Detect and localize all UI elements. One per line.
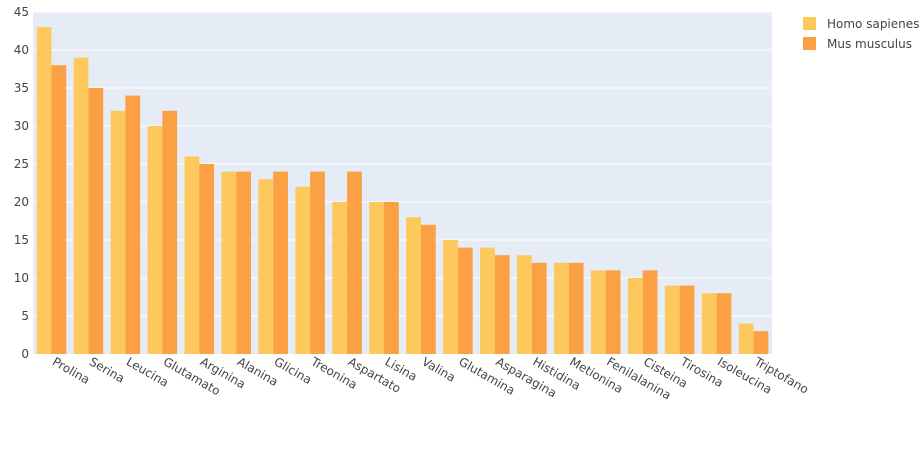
y-tick-label: 20 xyxy=(14,195,29,209)
y-tick-label: 0 xyxy=(21,347,29,361)
bar-triptofano-series-2[interactable] xyxy=(753,331,769,354)
bar-treonina-series-1[interactable] xyxy=(295,186,311,354)
legend[interactable]: Homo sapienes Mus musculus xyxy=(803,17,919,51)
bar-serina-series-1[interactable] xyxy=(73,57,89,354)
bar-leucina-series-2[interactable] xyxy=(125,95,141,354)
bar-asparagina-series-2[interactable] xyxy=(494,255,510,354)
legend-label: Homo sapienes xyxy=(827,17,919,31)
y-tick-label: 45 xyxy=(14,5,29,19)
y-tick-label: 35 xyxy=(14,81,29,95)
bar-serina-series-2[interactable] xyxy=(88,88,104,354)
bar-metionina-series-1[interactable] xyxy=(553,262,569,354)
bar-fenilalanina-series-1[interactable] xyxy=(590,270,606,354)
bar-glutamina-series-2[interactable] xyxy=(457,247,473,354)
y-tick-label: 15 xyxy=(14,233,29,247)
bar-arginina-series-1[interactable] xyxy=(184,156,200,354)
y-tick-label: 5 xyxy=(21,309,29,323)
bar-cisteina-series-2[interactable] xyxy=(642,270,658,354)
y-tick-label: 30 xyxy=(14,119,29,133)
y-tick-label: 10 xyxy=(14,271,29,285)
x-tick-label: Prolina xyxy=(50,354,92,386)
bar-isoleucina-series-2[interactable] xyxy=(716,293,732,354)
bar-leucina-series-1[interactable] xyxy=(110,110,126,354)
bar-aspartato-series-1[interactable] xyxy=(332,202,348,354)
bar-triptofano-series-1[interactable] xyxy=(738,323,754,354)
y-tick-label: 25 xyxy=(14,157,29,171)
legend-swatch xyxy=(803,17,816,30)
bar-prolina-series-1[interactable] xyxy=(36,27,52,354)
bar-tirosina-series-1[interactable] xyxy=(664,285,680,354)
x-tick-label: Glicina xyxy=(272,354,314,387)
y-axis-ticks: 0 5 10 15 20 25 30 35 40 45 xyxy=(14,5,29,361)
bar-valina-series-2[interactable] xyxy=(420,224,436,354)
x-axis-ticks: ProlinaSerinaLeucinaGlutamatoArgininaAla… xyxy=(50,354,811,403)
legend-swatch xyxy=(803,37,816,50)
bar-aspartato-series-2[interactable] xyxy=(347,171,362,354)
bar-valina-series-1[interactable] xyxy=(406,217,421,354)
bar-glicina-series-1[interactable] xyxy=(258,179,274,354)
bar-prolina-series-2[interactable] xyxy=(51,65,67,354)
bar-histidina-series-1[interactable] xyxy=(517,255,532,354)
x-tick-label: Valina xyxy=(419,354,457,384)
bar-glutamina-series-1[interactable] xyxy=(443,240,458,354)
plot-background xyxy=(33,12,772,354)
legend-item[interactable]: Homo sapienes xyxy=(803,17,919,31)
bar-glicina-series-2[interactable] xyxy=(273,171,288,354)
bar-cisteina-series-1[interactable] xyxy=(627,278,643,354)
bar-tirosina-series-2[interactable] xyxy=(679,285,695,354)
bar-glutamato-series-1[interactable] xyxy=(147,126,163,354)
bar-isoleucina-series-1[interactable] xyxy=(701,293,717,354)
legend-label: Mus musculus xyxy=(827,37,912,51)
bar-glutamato-series-2[interactable] xyxy=(162,110,178,354)
x-tick-label: Serina xyxy=(87,354,127,385)
bar-arginina-series-2[interactable] xyxy=(199,164,215,354)
bar-metionina-series-2[interactable] xyxy=(568,262,584,354)
bar-alanina-series-2[interactable] xyxy=(236,171,252,354)
bars xyxy=(36,27,769,354)
bar-asparagina-series-1[interactable] xyxy=(480,247,495,354)
bar-lisina-series-2[interactable] xyxy=(384,202,399,354)
bar-alanina-series-1[interactable] xyxy=(221,171,237,354)
legend-item[interactable]: Mus musculus xyxy=(803,37,912,51)
y-tick-label: 40 xyxy=(14,43,29,57)
bar-lisina-series-1[interactable] xyxy=(369,202,385,354)
bar-histidina-series-2[interactable] xyxy=(531,262,547,354)
bar-treonina-series-2[interactable] xyxy=(310,171,325,354)
bar-fenilalanina-series-2[interactable] xyxy=(605,270,621,354)
